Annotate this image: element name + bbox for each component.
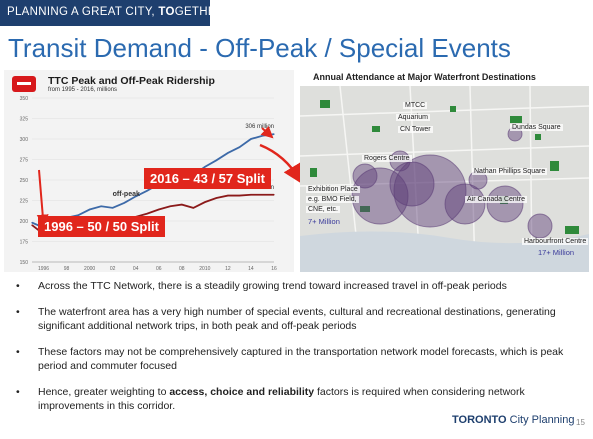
offpeak-end-label: 306 million xyxy=(245,124,274,130)
map-label-harbourfront: Harbourfront Centre xyxy=(522,238,589,245)
bullet-text: These factors may not be comprehensively… xyxy=(38,346,564,372)
arrow-to-map-icon xyxy=(259,143,303,185)
data-point xyxy=(181,204,183,206)
bullet-text-bold: access, choice and reliability xyxy=(169,386,315,398)
page-number: 15 xyxy=(576,418,585,427)
ridership-chart: TTC Peak and Off-Peak Ridership from 199… xyxy=(4,70,294,272)
data-point xyxy=(146,190,148,192)
data-point xyxy=(215,197,217,199)
x-tick-label: 08 xyxy=(179,266,185,272)
map-note-exhibition: 7+ Million xyxy=(308,217,340,226)
x-tick-label: 2000 xyxy=(84,266,95,272)
banner-text-c: GETHER xyxy=(174,6,225,18)
map-label-cn-tower: CN Tower xyxy=(398,126,433,133)
map-label-rogers: Rogers Centre xyxy=(362,155,412,162)
map-note-harbourfront: 17+ Million xyxy=(538,248,575,257)
y-tick-label: 200 xyxy=(20,219,29,225)
data-point xyxy=(250,194,252,196)
map-label-mtcc: MTCC xyxy=(403,102,428,109)
data-point xyxy=(238,146,241,148)
data-point xyxy=(123,202,125,204)
page-title: Transit Demand - Off-Peak / Special Even… xyxy=(8,33,511,63)
data-point xyxy=(169,205,171,207)
callout-1996-arrow xyxy=(36,169,49,227)
data-point xyxy=(238,194,241,197)
map-label-dundas: Dundas Square xyxy=(510,124,563,131)
ttc-logo-icon xyxy=(12,76,36,92)
x-tick-label: 12 xyxy=(225,266,231,272)
bullet-item: • Hence, greater weighting to access, cho… xyxy=(16,385,576,413)
bullet-text: The waterfront area has a very high numb… xyxy=(38,306,556,332)
bullet-item: • The waterfront area has a very high num… xyxy=(16,305,576,333)
data-point xyxy=(261,135,264,137)
x-tick-label: 02 xyxy=(110,266,116,272)
data-point xyxy=(215,159,217,161)
data-point xyxy=(250,138,252,140)
map-label-nathan: Nathan Phillips Square xyxy=(472,168,548,175)
data-point xyxy=(146,213,148,215)
data-point xyxy=(273,133,275,135)
data-point xyxy=(112,207,114,209)
header-banner: PLANNING A GREAT CITY, TOGETHER xyxy=(0,0,224,26)
bullet-text: Across the TTC Network, there is a stead… xyxy=(38,280,507,292)
bullet-text-post: factors is required when considering net… xyxy=(38,386,525,412)
y-tick-label: 325 xyxy=(20,117,29,123)
y-tick-label: 150 xyxy=(20,260,29,266)
data-point xyxy=(31,222,33,224)
map-label-aircanada: Air Canada Centre xyxy=(465,196,527,203)
data-point xyxy=(204,166,206,168)
map-heading: Annual Attendance at Major Waterfront De… xyxy=(313,72,536,82)
x-tick-label: 16 xyxy=(271,266,277,272)
data-point xyxy=(227,152,229,154)
banner-text-b: TO xyxy=(158,6,175,18)
x-tick-label: 14 xyxy=(248,266,254,272)
callout-2016-arrow xyxy=(260,125,274,139)
data-point xyxy=(135,195,137,197)
logo-rest: City Planning xyxy=(506,414,575,426)
y-tick-label: 175 xyxy=(20,240,29,246)
chart-subtitle: from 1995 - 2016, millions xyxy=(48,87,118,93)
y-tick-label: 350 xyxy=(20,96,29,102)
x-tick-label: 1996 xyxy=(38,266,49,272)
x-tick-label: 06 xyxy=(156,266,162,272)
y-tick-label: 225 xyxy=(20,199,29,205)
banner-text: PLANNING A GREAT CITY, TOGETHER xyxy=(7,6,224,18)
y-tick-label: 275 xyxy=(20,158,29,164)
map-label-aquarium: Aquarium xyxy=(396,114,430,121)
map-label-exhibition-3: CNE, etc. xyxy=(306,206,340,213)
bullet-list: • Across the TTC Network, there is a stea… xyxy=(16,279,576,425)
y-tick-label: 300 xyxy=(20,137,29,143)
data-point xyxy=(192,207,194,209)
bullet-text-pre: Hence, greater weighting to xyxy=(38,386,170,398)
data-point xyxy=(158,208,160,211)
map-label-exhibition-2: e.g. BMO Field, xyxy=(306,196,359,203)
data-point xyxy=(227,194,229,197)
bullet-glyph: • xyxy=(16,306,20,318)
logo-bold: TORONTO xyxy=(452,414,507,426)
data-point xyxy=(100,205,102,207)
x-tick-label: 98 xyxy=(64,266,70,272)
series-label-off-peak: off-peak xyxy=(113,191,140,198)
x-tick-label: 2010 xyxy=(199,266,210,272)
callout-2016: 2016 – 43 / 57 Split xyxy=(144,168,271,189)
chart-title: TTC Peak and Off-Peak Ridership xyxy=(48,75,215,87)
data-point xyxy=(273,194,275,196)
data-point xyxy=(77,214,79,216)
x-tick-label: 04 xyxy=(133,266,139,272)
data-point xyxy=(261,194,264,196)
bullet-glyph: • xyxy=(16,280,20,292)
callout-1996: 1996 – 50 / 50 Split xyxy=(38,216,165,237)
bullet-glyph: • xyxy=(16,386,20,398)
data-point xyxy=(89,208,91,211)
data-point xyxy=(31,224,33,226)
bullet-item: • These factors may not be comprehensivel… xyxy=(16,345,576,373)
banner-text-a: PLANNING A GREAT CITY, xyxy=(7,6,159,18)
bullet-glyph: • xyxy=(16,346,20,358)
y-tick-label: 250 xyxy=(20,178,29,184)
waterfront-map: MTCC Aquarium CN Tower Dundas Square Rog… xyxy=(300,86,589,272)
data-point xyxy=(204,201,206,203)
map-label-exhibition: Exhibition Place xyxy=(306,186,360,193)
toronto-city-planning-logo: TORONTO City Planning xyxy=(452,414,574,426)
bullet-item: • Across the TTC Network, there is a stea… xyxy=(16,279,576,293)
